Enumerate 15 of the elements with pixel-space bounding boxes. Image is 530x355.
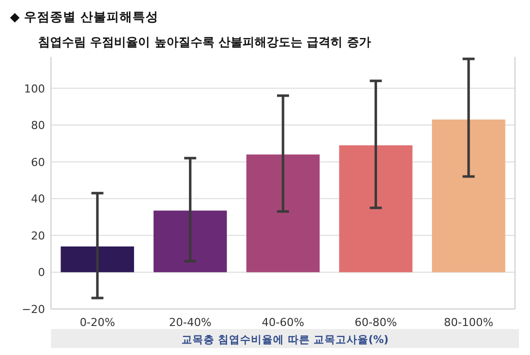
title: ◆ 우점종별 산불피해특성 [10,9,158,24]
x-tick-label: 40-60% [262,316,304,329]
y-tick-label: 0 [38,266,45,280]
subtitle: 침엽수림 우점비율이 높아질수록 산불피해강도는 급격히 증가 [38,35,371,49]
y-tick-label: 40 [31,192,45,206]
x-tick-label: 20-40% [168,316,212,329]
x-tick-label: 80-100% [444,316,494,329]
y-tick-label: −20 [22,303,45,316]
y-tick-label: 80 [31,119,45,132]
y-tick-label: 60 [31,156,45,169]
xlabel: 교목층 침엽수비율에 따른 교목고사율(%) [181,334,389,346]
y-tick-label: 20 [31,229,45,242]
y-tick-label: 100 [24,82,45,96]
x-tick-label: 0-20% [80,316,116,329]
x-tick-label: 60-80% [354,316,398,329]
